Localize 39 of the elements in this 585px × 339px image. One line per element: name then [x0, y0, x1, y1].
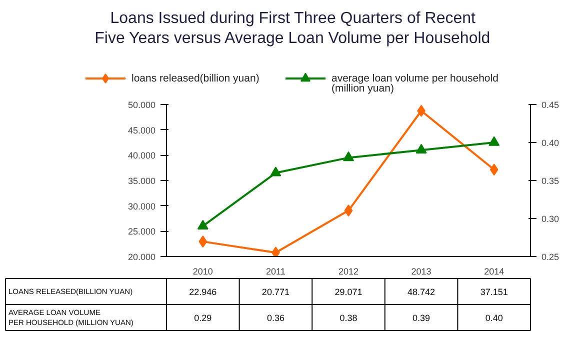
data-label: 37.151 — [480, 287, 508, 297]
point — [270, 166, 282, 176]
point — [343, 151, 354, 162]
data-label: 0.40 — [485, 313, 503, 323]
y2-tick-label: 0.35 — [542, 176, 560, 186]
y2-tick-label: 0.45 — [542, 100, 560, 110]
y-tick-label: 20.000 — [128, 252, 156, 262]
y2-tick-label: 0.30 — [542, 214, 560, 224]
point — [197, 220, 208, 230]
y2-tick-label: 0.40 — [542, 138, 560, 148]
y-tick-label: 30.000 — [128, 201, 156, 212]
y-tick-label: 45.000 — [128, 125, 156, 136]
data-label: 0.29 — [194, 313, 212, 323]
data-label: 22.946 — [189, 287, 217, 297]
data-label: 29.071 — [334, 287, 362, 297]
point — [272, 246, 280, 256]
legend-label: loans released(billion yuan) — [132, 72, 260, 84]
data-label: 0.39 — [412, 313, 430, 323]
point — [488, 136, 500, 146]
y-tick-label: 50.000 — [128, 100, 156, 110]
legend-label: average loan volume per household (million yuan) — [332, 72, 499, 94]
point — [490, 164, 498, 176]
x-tick-label: 2012 — [338, 266, 359, 276]
x-tick-label: 2010 — [192, 266, 213, 276]
data-label: 20.771 — [262, 287, 290, 297]
point — [344, 204, 353, 217]
chart-title: Loans Issued during First Three Quarters of Recent Five Years versus Average Loan Volume per Household — [94, 10, 490, 47]
x-tick-label: 2014 — [484, 266, 504, 276]
point — [198, 236, 208, 248]
y-tick-label: 40.000 — [128, 150, 156, 161]
x-tick-label: 2013 — [411, 266, 432, 276]
data-label: 0.38 — [340, 313, 358, 323]
data-label: 0.36 — [266, 313, 284, 323]
y-tick-label: 25.000 — [128, 226, 156, 237]
x-tick-label: 2011 — [266, 266, 286, 276]
y-tick-label: 35.000 — [128, 176, 156, 186]
point — [416, 144, 427, 154]
data-label: 48.742 — [408, 287, 436, 297]
y2-tick-label: 0.25 — [542, 252, 560, 262]
